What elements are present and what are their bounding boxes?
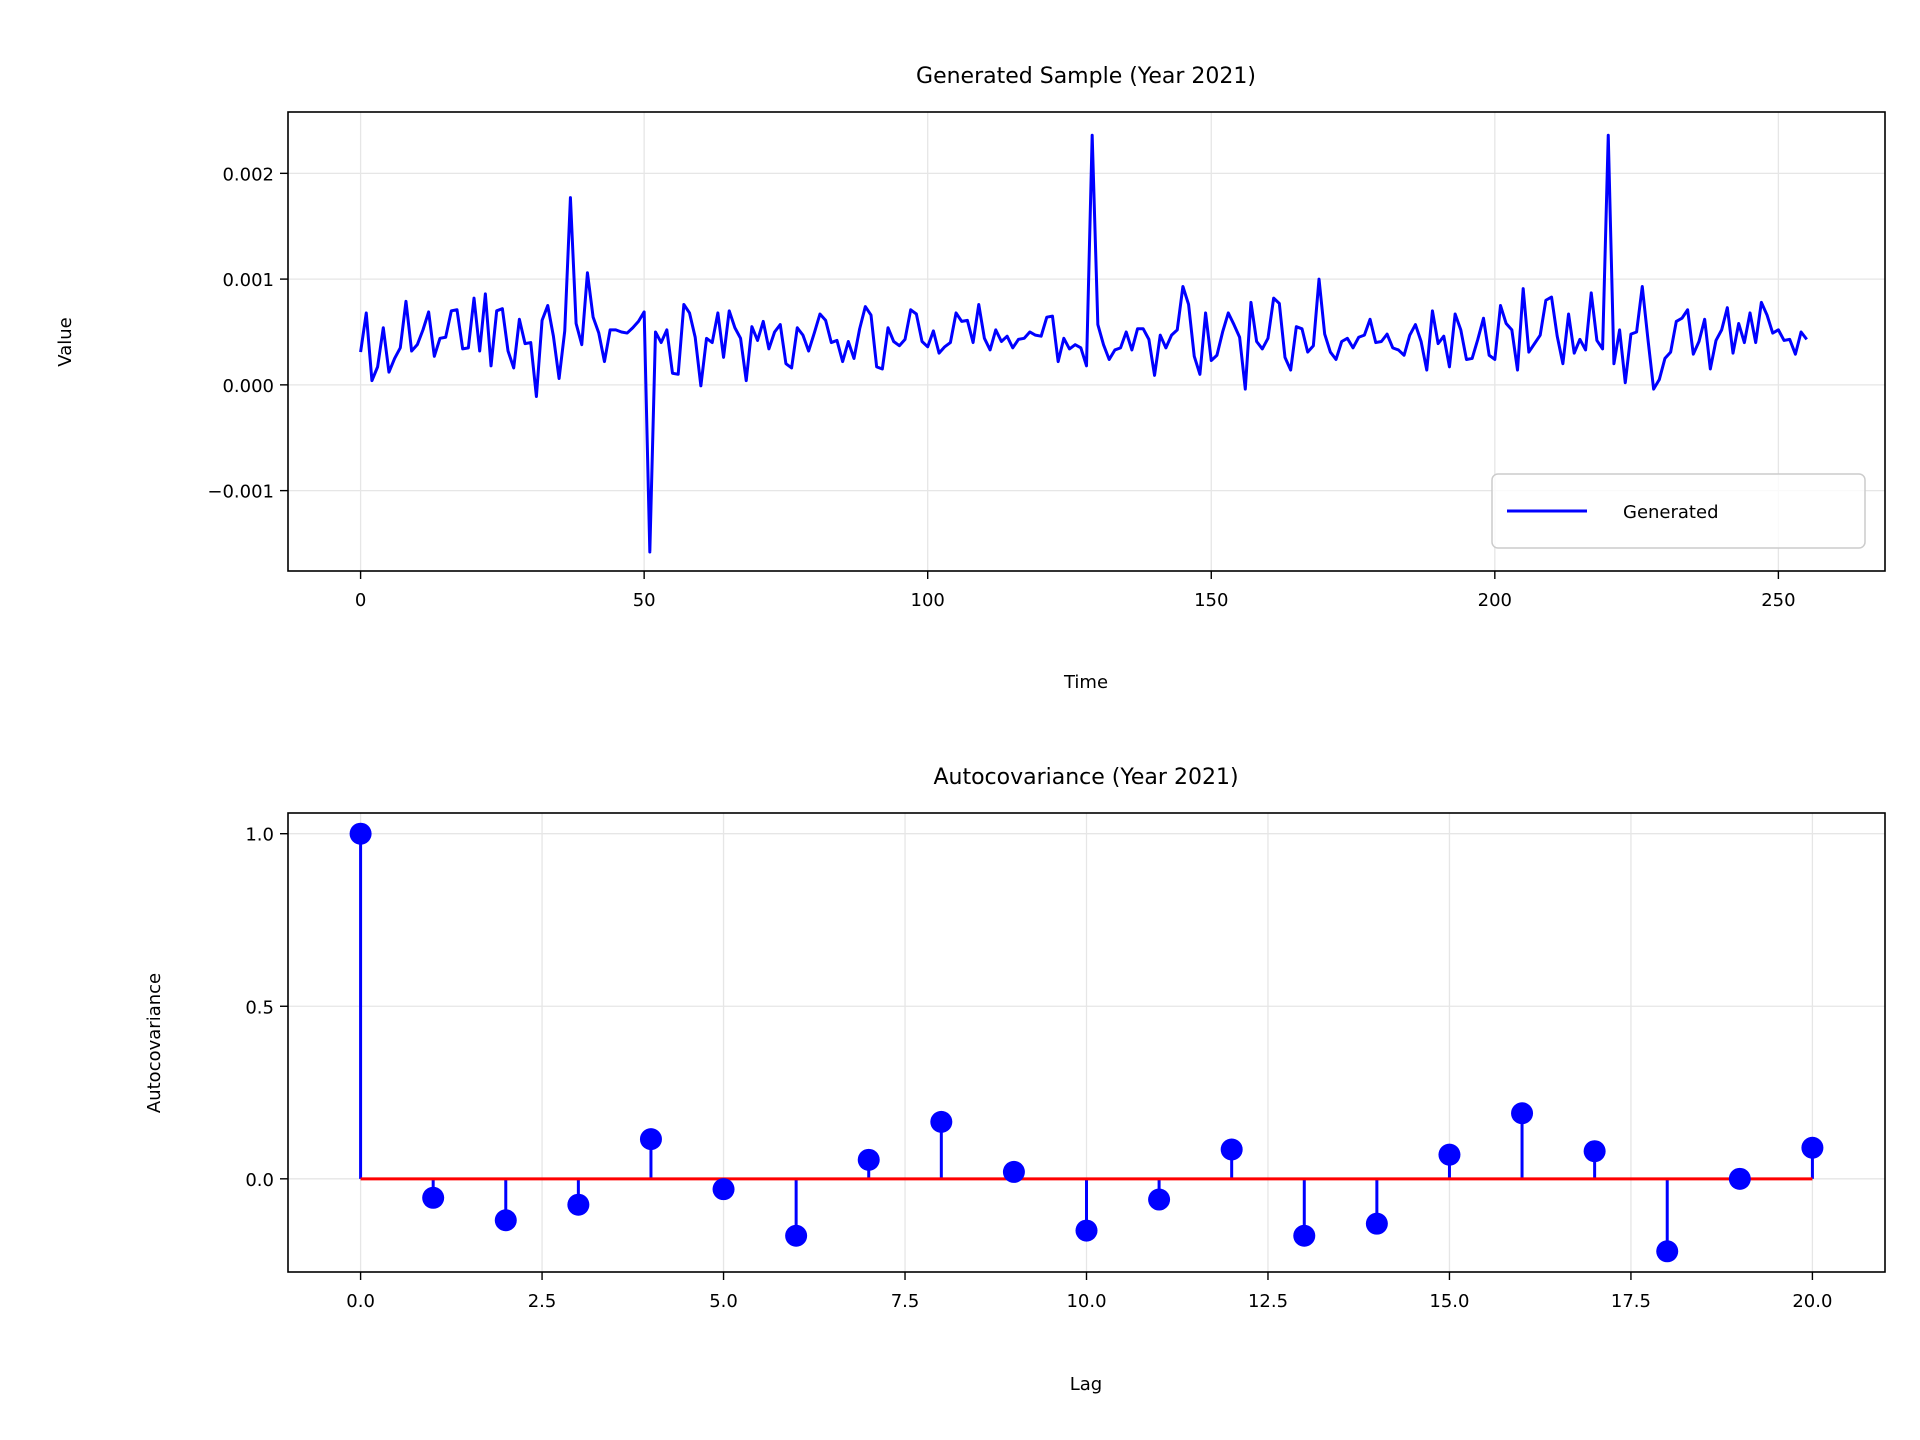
bottom-y-axis-label: Autocovariance — [144, 973, 165, 1113]
top-x-tick-label: 250 — [1761, 590, 1795, 611]
bottom-x-ticks: 0.0 2.5 5.0 7.5 10.0 12.5 15.0 17.5 20.0 — [346, 1272, 1832, 1312]
legend-label-generated: Generated — [1623, 502, 1719, 523]
top-y-tick-label: 0.002 — [222, 164, 274, 185]
stem-marker — [1728, 1167, 1751, 1190]
stem-marker — [1148, 1188, 1171, 1211]
stem-marker — [567, 1193, 590, 1216]
bottom-x-tick-label: 7.5 — [891, 1291, 920, 1312]
top-x-ticks: 0 50 100 150 200 250 — [355, 571, 1796, 611]
stem-marker — [1511, 1102, 1534, 1125]
stem-marker — [930, 1110, 953, 1133]
top-x-tick-label: 150 — [1194, 590, 1228, 611]
top-y-tick-label: −0.001 — [207, 482, 274, 503]
top-y-tick-label: 0.000 — [222, 376, 274, 397]
top-x-tick-label: 50 — [633, 590, 656, 611]
top-y-ticks: −0.001 0.000 0.001 0.002 — [207, 164, 288, 503]
stem-marker — [1293, 1224, 1316, 1247]
legend: Generated — [1491, 473, 1866, 549]
generated-sample-panel: 0 50 100 150 200 250 −0.001 0.000 0.001 0.002 Ge… — [55, 64, 1886, 693]
bottom-x-tick-label: 10.0 — [1066, 1291, 1106, 1312]
top-x-axis-label: Time — [1063, 672, 1108, 693]
stem-marker — [1438, 1143, 1461, 1166]
bottom-y-tick-label: 0.5 — [245, 997, 274, 1018]
bottom-x-tick-label: 2.5 — [528, 1291, 557, 1312]
bottom-series-layer — [349, 822, 1824, 1263]
bottom-y-ticks: 0.0 0.5 1.0 — [245, 825, 288, 1191]
stem-marker — [857, 1148, 880, 1171]
bottom-x-tick-label: 5.0 — [709, 1291, 738, 1312]
bottom-y-tick-label: 0.0 — [245, 1170, 274, 1191]
bottom-x-axis-label: Lag — [1070, 1374, 1102, 1395]
top-x-tick-label: 0 — [355, 590, 366, 611]
bottom-y-tick-label: 1.0 — [245, 825, 274, 846]
stem-marker — [1801, 1136, 1824, 1159]
series-line-generated — [359, 133, 1808, 554]
stem-marker — [712, 1178, 735, 1201]
top-x-tick-label: 100 — [911, 590, 945, 611]
top-series-layer — [359, 133, 1808, 554]
top-plot-frame — [287, 111, 1886, 572]
bottom-x-tick-label: 0.0 — [346, 1291, 375, 1312]
stem-marker — [349, 822, 372, 845]
bottom-chart-title: Autocovariance (Year 2021) — [933, 765, 1238, 790]
top-x-tick-label: 200 — [1478, 590, 1512, 611]
stem-marker — [1583, 1140, 1606, 1163]
top-chart-title: Generated Sample (Year 2021) — [916, 64, 1256, 89]
top-y-tick-label: 0.001 — [222, 270, 274, 291]
stem-marker — [422, 1186, 445, 1209]
bottom-x-tick-label: 12.5 — [1248, 1291, 1288, 1312]
autocovariance-panel: 0.0 2.5 5.0 7.5 10.0 12.5 15.0 17.5 20.0 0.0 0.5 1… — [144, 765, 1886, 1395]
bottom-x-tick-label: 17.5 — [1611, 1291, 1651, 1312]
legend-box — [1491, 473, 1866, 549]
stem-marker — [1075, 1219, 1098, 1242]
stem-marker — [1656, 1240, 1679, 1263]
stem-marker — [1220, 1138, 1243, 1161]
bottom-x-tick-label: 15.0 — [1429, 1291, 1469, 1312]
top-y-axis-label: Value — [55, 317, 76, 366]
stem-marker — [494, 1209, 517, 1232]
stem-marker — [785, 1224, 808, 1247]
stem-marker — [1002, 1160, 1025, 1183]
stem-marker — [639, 1128, 662, 1151]
bottom-x-tick-label: 20.0 — [1792, 1291, 1832, 1312]
stem-marker — [1365, 1212, 1388, 1235]
